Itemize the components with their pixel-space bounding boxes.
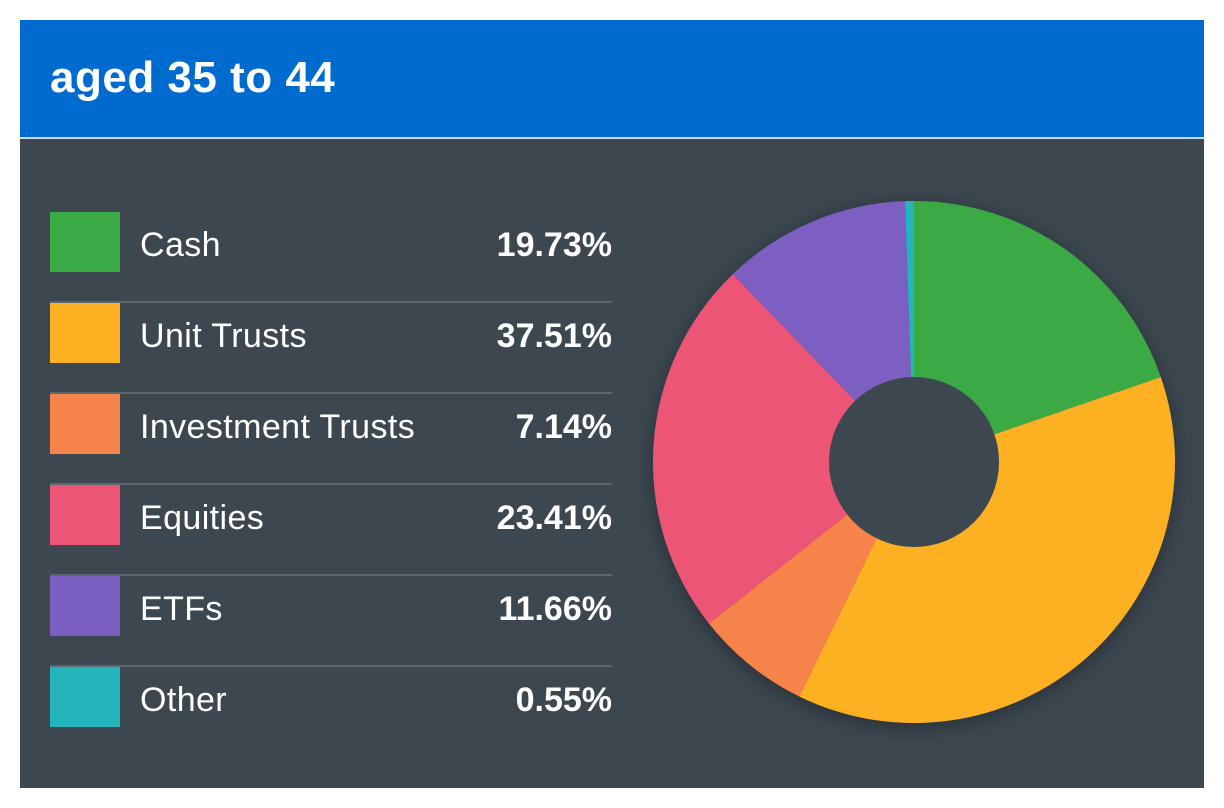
legend-label-unit-trusts: Unit Trusts <box>140 317 307 355</box>
legend-row-unit-trusts: Unit Trusts 37.51% <box>50 303 612 394</box>
header-divider <box>20 137 1204 139</box>
legend-row-cash: Cash 19.73% <box>50 212 612 303</box>
legend-swatch-unit-trusts <box>50 303 120 363</box>
legend-label-cash: Cash <box>140 226 221 264</box>
donut-chart <box>634 182 1194 742</box>
legend-swatch-investment-trusts <box>50 394 120 454</box>
chart-title: aged 35 to 44 <box>50 53 336 102</box>
legend-value-equities: 23.41% <box>496 499 612 537</box>
legend-swatch-other <box>50 667 120 727</box>
legend-row-investment-trusts: Investment Trusts 7.14% <box>50 394 612 485</box>
legend-swatch-etfs <box>50 576 120 636</box>
legend-value-unit-trusts: 37.51% <box>496 317 612 355</box>
donut-hole <box>829 377 999 547</box>
slice-equities[interactable] <box>653 274 914 624</box>
slice-cash[interactable] <box>914 201 1161 462</box>
legend-row-other: Other 0.55% <box>50 667 612 756</box>
legend-row-equities: Equities 23.41% <box>50 485 612 576</box>
legend-swatch-cash <box>50 212 120 272</box>
legend-label-equities: Equities <box>140 499 265 537</box>
legend-value-other: 0.55% <box>515 681 612 719</box>
legend-row-etfs: ETFs 11.66% <box>50 576 612 667</box>
legend-value-cash: 19.73% <box>496 226 612 264</box>
legend-label-other: Other <box>140 681 228 719</box>
donut-chart-svg <box>653 201 1175 723</box>
chart-card: aged 35 to 44 Cash 19.73% Unit Trusts 37… <box>20 20 1204 788</box>
slice-unit-trusts[interactable] <box>799 377 1175 723</box>
legend-swatch-equities <box>50 485 120 545</box>
legend-value-etfs: 11.66% <box>498 590 612 628</box>
legend-label-investment-trusts: Investment Trusts <box>140 408 416 446</box>
header-bar: aged 35 to 44 <box>20 20 1204 137</box>
legend-label-etfs: ETFs <box>140 590 223 628</box>
legend-value-investment-trusts: 7.14% <box>515 408 612 446</box>
legend: Cash 19.73% Unit Trusts 37.51% Investmen… <box>50 212 612 756</box>
